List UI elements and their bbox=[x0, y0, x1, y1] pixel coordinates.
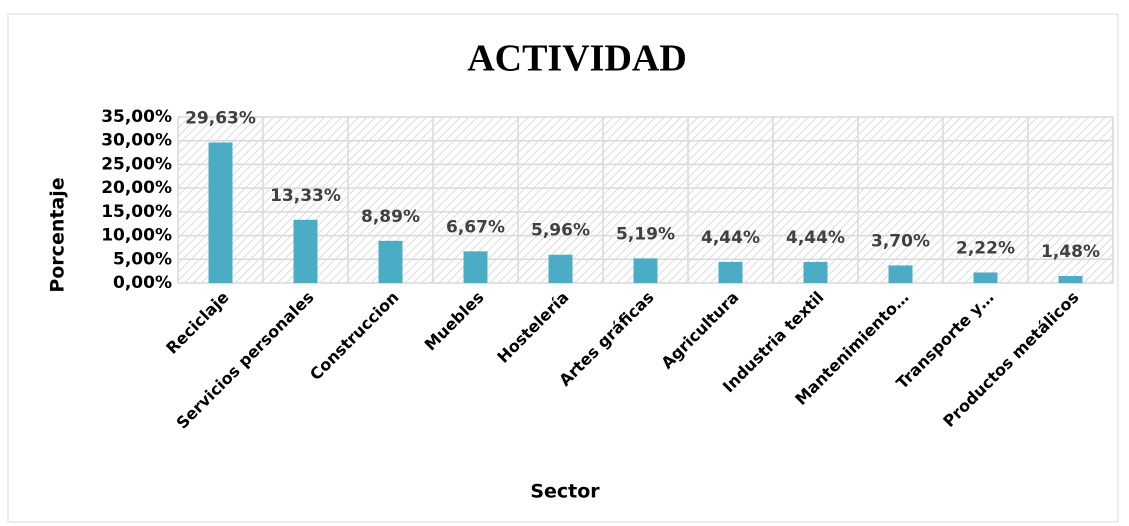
y-tick-label: 20,00% bbox=[101, 178, 172, 198]
bar bbox=[463, 251, 488, 283]
bar bbox=[888, 265, 913, 283]
data-label: 4,44% bbox=[701, 228, 760, 248]
data-label: 5,96% bbox=[531, 221, 590, 241]
y-tick-label: 30,00% bbox=[101, 131, 172, 151]
data-label: 1,48% bbox=[1041, 242, 1100, 262]
y-tick-label: 10,00% bbox=[101, 226, 172, 246]
data-label: 29,63% bbox=[185, 108, 256, 128]
y-tick-label: 5,00% bbox=[113, 249, 172, 269]
y-tick-label: 35,00% bbox=[101, 107, 172, 127]
data-label: 3,70% bbox=[871, 231, 930, 251]
bar bbox=[208, 142, 233, 283]
data-label: 2,22% bbox=[956, 238, 1015, 258]
bar bbox=[378, 240, 403, 283]
bar bbox=[718, 261, 743, 283]
bar bbox=[548, 254, 573, 283]
chart-title: ACTIVIDAD bbox=[467, 38, 687, 80]
data-label: 5,19% bbox=[616, 224, 675, 244]
x-axis-label: Sector bbox=[530, 481, 600, 503]
bar bbox=[633, 258, 658, 283]
data-label: 13,33% bbox=[270, 186, 341, 206]
plot-area bbox=[178, 117, 1113, 283]
data-label: 4,44% bbox=[786, 228, 845, 248]
data-label: 6,67% bbox=[446, 217, 505, 237]
bar bbox=[293, 219, 318, 283]
y-axis-label: Porcentaje bbox=[47, 177, 69, 292]
y-tick-label: 25,00% bbox=[101, 154, 172, 174]
y-tick-label: 15,00% bbox=[101, 202, 172, 222]
data-label: 8,89% bbox=[361, 207, 420, 227]
bar bbox=[803, 261, 828, 283]
bar bbox=[973, 272, 998, 283]
y-tick-label: 0,00% bbox=[113, 273, 172, 293]
bar bbox=[1058, 275, 1083, 283]
